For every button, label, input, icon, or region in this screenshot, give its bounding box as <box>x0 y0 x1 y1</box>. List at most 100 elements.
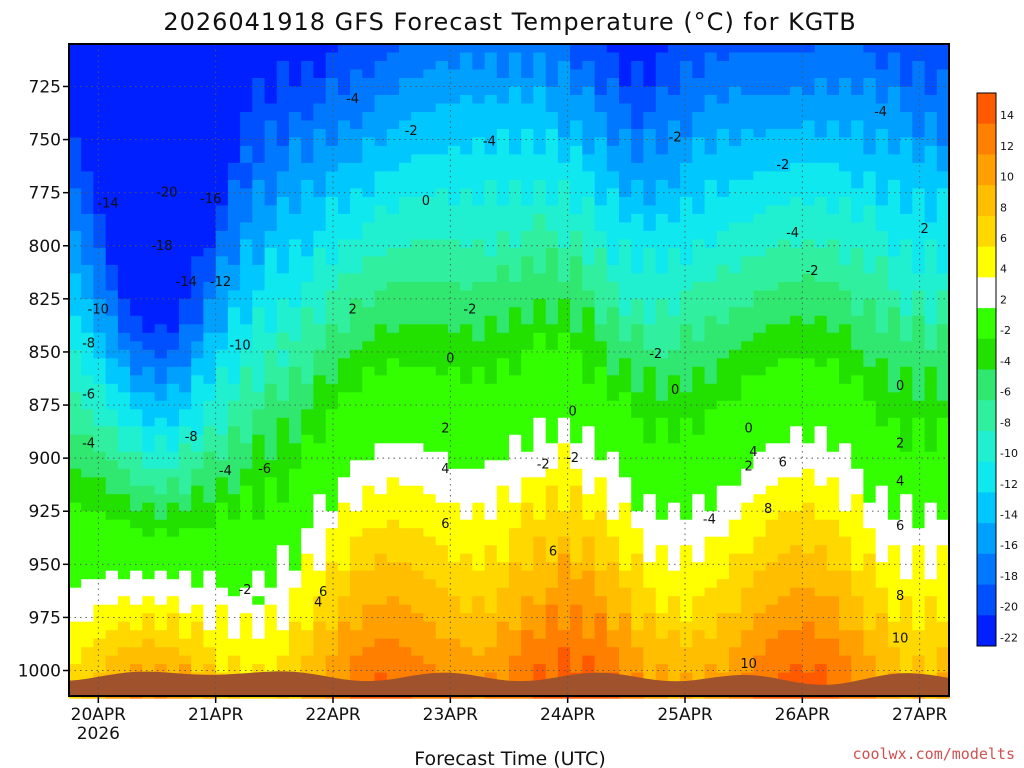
field-cell <box>142 383 156 393</box>
field-cell <box>582 273 596 283</box>
field-cell <box>826 647 840 657</box>
field-cell <box>227 443 241 453</box>
field-cell <box>191 162 204 172</box>
field-cell <box>680 341 693 351</box>
field-cell <box>154 596 168 606</box>
field-cell <box>631 460 644 470</box>
field-cell <box>496 281 510 291</box>
field-cell <box>716 307 730 317</box>
field-cell <box>325 129 339 139</box>
field-cell <box>301 341 314 351</box>
field-cell <box>142 52 156 62</box>
field-cell <box>521 664 534 674</box>
field-cell <box>741 655 754 665</box>
field-cell <box>69 349 82 359</box>
field-cell <box>619 587 632 597</box>
field-cell <box>423 494 437 504</box>
field-cell <box>301 536 314 546</box>
field-cell <box>227 358 241 368</box>
field-cell <box>166 434 180 444</box>
field-cell <box>374 162 388 172</box>
field-cell <box>117 179 131 189</box>
field-cell <box>325 502 339 512</box>
field-cell <box>802 621 816 631</box>
field-cell <box>264 247 278 257</box>
field-cell <box>484 256 498 266</box>
field-cell <box>142 494 156 504</box>
field-cell <box>680 137 693 147</box>
field-cell <box>350 273 363 283</box>
field-cell <box>105 494 119 504</box>
field-cell <box>289 332 302 342</box>
field-cell <box>350 400 363 410</box>
field-cell <box>313 460 327 470</box>
field-cell <box>130 511 143 521</box>
field-cell <box>460 44 473 54</box>
field-cell <box>374 383 388 393</box>
field-cell <box>435 621 449 631</box>
field-cell <box>655 613 669 623</box>
field-cell <box>435 196 449 206</box>
field-cell <box>814 613 828 623</box>
field-cell <box>313 230 327 240</box>
field-cell <box>570 256 583 266</box>
field-cell <box>350 613 363 623</box>
field-cell <box>765 562 779 572</box>
field-cell <box>423 86 437 96</box>
field-cell <box>289 647 302 657</box>
field-cell <box>117 44 131 54</box>
field-cell <box>447 460 461 470</box>
field-cell <box>460 562 473 572</box>
field-cell <box>606 417 620 427</box>
field-cell <box>545 44 559 54</box>
field-cell <box>105 545 119 555</box>
field-cell <box>557 392 571 402</box>
field-cell <box>557 332 571 342</box>
field-cell <box>374 256 388 266</box>
field-cell <box>753 545 767 555</box>
field-cell <box>790 112 803 122</box>
field-cell <box>655 349 669 359</box>
field-cell <box>105 196 119 206</box>
field-cell <box>545 638 559 648</box>
field-cell <box>386 95 400 105</box>
field-cell <box>252 213 266 223</box>
field-cell <box>166 230 180 240</box>
field-cell <box>716 129 730 139</box>
field-cell <box>606 451 620 461</box>
field-cell <box>716 485 730 495</box>
field-cell <box>790 528 803 538</box>
field-cell <box>301 205 314 215</box>
field-cell <box>264 604 278 614</box>
field-cell <box>729 519 742 529</box>
field-cell <box>399 358 412 368</box>
field-cell <box>826 44 840 54</box>
field-cell <box>594 553 608 563</box>
field-cell <box>631 485 644 495</box>
field-cell <box>264 145 278 155</box>
field-cell <box>619 511 632 521</box>
field-cell <box>545 545 559 555</box>
field-cell <box>93 417 107 427</box>
field-cell <box>814 392 828 402</box>
field-cell <box>435 366 449 376</box>
field-cell <box>606 638 620 648</box>
field-cell <box>692 511 706 521</box>
field-cell <box>227 579 241 589</box>
field-cell <box>570 638 583 648</box>
field-cell <box>276 570 290 580</box>
field-cell <box>81 426 94 436</box>
field-cell <box>521 553 534 563</box>
field-cell <box>521 451 534 461</box>
field-cell <box>142 638 156 648</box>
field-cell <box>81 511 94 521</box>
field-cell <box>411 443 424 453</box>
field-cell <box>93 230 107 240</box>
field-cell <box>252 638 266 648</box>
field-cell <box>790 341 803 351</box>
field-cell <box>325 52 339 62</box>
field-cell <box>289 655 302 665</box>
field-cell <box>753 315 767 325</box>
field-cell <box>826 587 840 597</box>
field-cell <box>374 264 388 274</box>
